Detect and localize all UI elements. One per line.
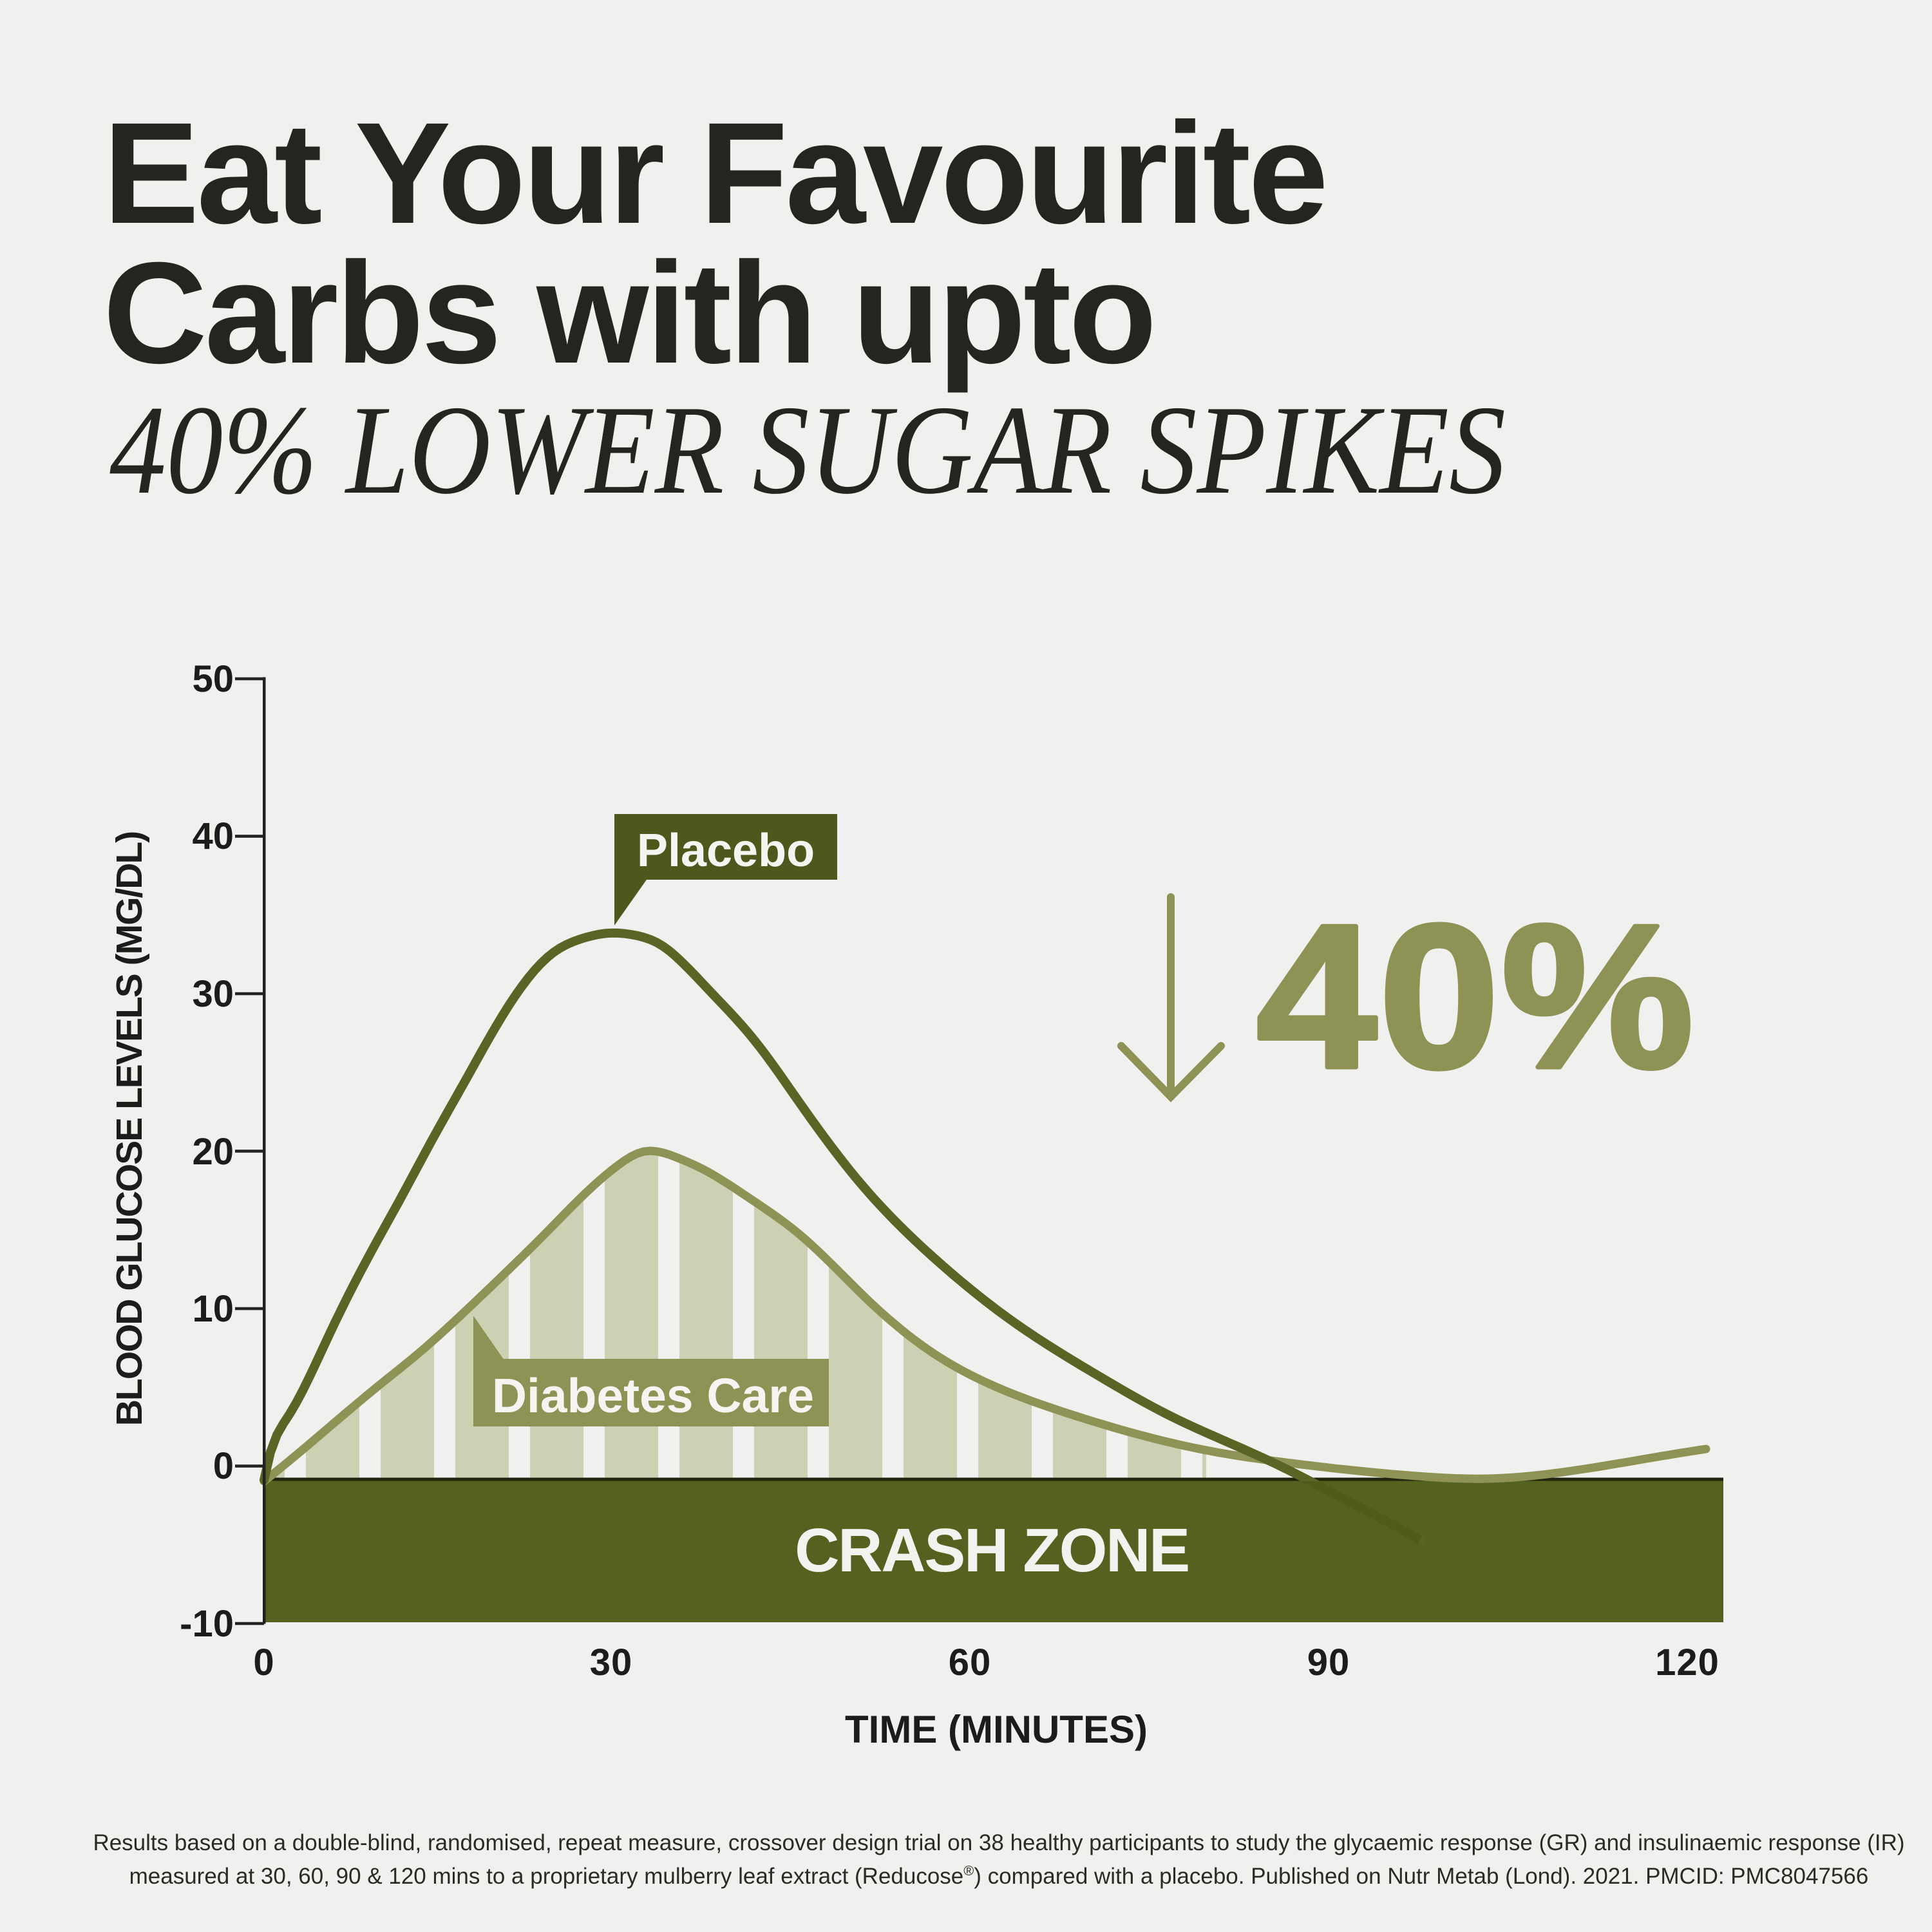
svg-text:90: 90 (1307, 1642, 1350, 1683)
svg-text:TIME (MINUTES): TIME (MINUTES) (845, 1708, 1148, 1751)
svg-text:30: 30 (590, 1642, 633, 1683)
svg-text:0: 0 (213, 1445, 234, 1487)
svg-text:Diabetes Care: Diabetes Care (492, 1368, 814, 1423)
svg-text:60: 60 (949, 1642, 992, 1683)
svg-text:50: 50 (192, 658, 234, 700)
svg-text:-10: -10 (180, 1603, 234, 1645)
svg-text:40%: 40% (1256, 882, 1696, 1111)
svg-text:120: 120 (1655, 1642, 1719, 1683)
svg-text:BLOOD GLUCOSE LEVELS (MG/DL): BLOOD GLUCOSE LEVELS (MG/DL) (109, 832, 150, 1426)
svg-text:Placebo: Placebo (637, 825, 815, 876)
svg-text:0: 0 (253, 1642, 274, 1683)
svg-text:30: 30 (192, 973, 234, 1015)
svg-text:10: 10 (192, 1288, 234, 1330)
svg-text:40: 40 (192, 815, 234, 857)
svg-text:20: 20 (192, 1131, 234, 1173)
svg-text:CRASH ZONE: CRASH ZONE (795, 1516, 1189, 1585)
